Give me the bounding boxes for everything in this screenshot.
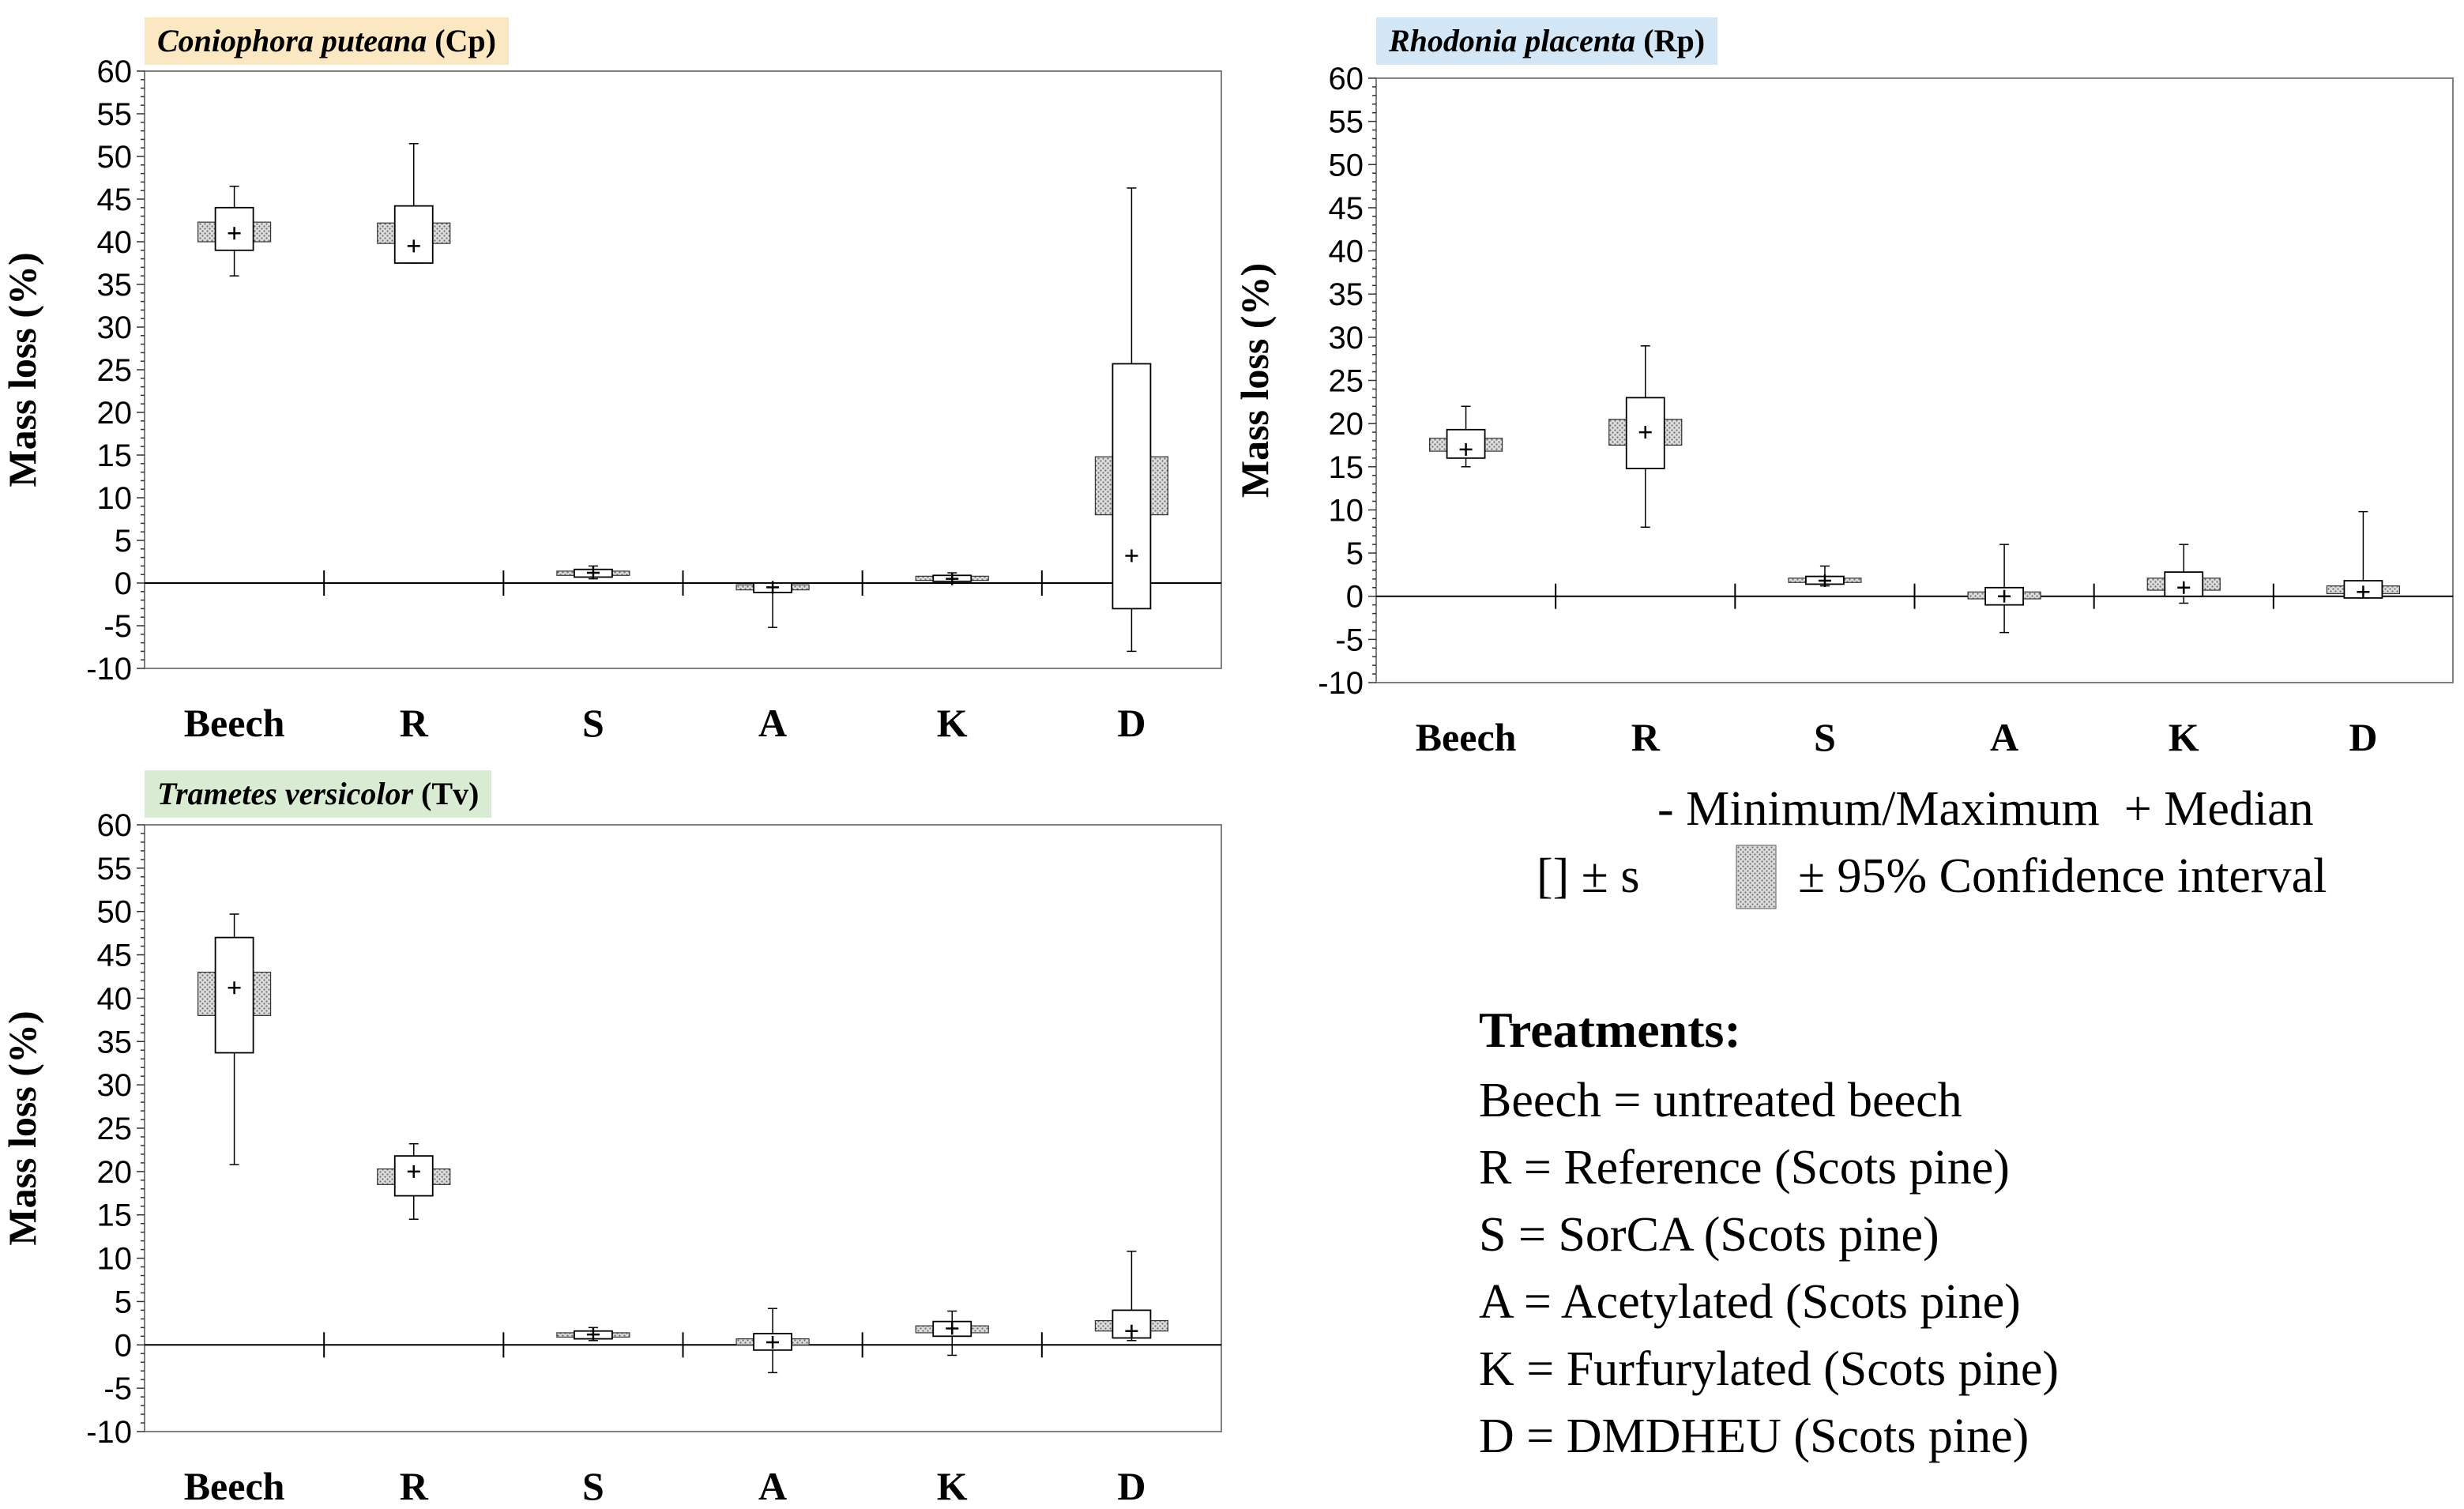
y-tick-label: 30 (97, 310, 133, 345)
chart-title-tv: Trametes versicolor (Tv) (145, 770, 492, 818)
chart-title-cp: Coniophora puteana (Cp) (145, 17, 509, 65)
treatment-item: R = Reference (Scots pine) (1479, 1141, 2010, 1195)
category-label: Beech (1416, 715, 1517, 759)
category-label: Beech (184, 701, 285, 745)
species-abbr: (Tv) (421, 776, 480, 811)
category-label: D (1117, 701, 1145, 745)
category-label: R (400, 1464, 429, 1508)
y-tick-label: 0 (1346, 580, 1364, 615)
y-tick-label: 40 (97, 225, 133, 260)
y-tick-label: 30 (97, 1068, 133, 1103)
y-tick-label: 10 (97, 1242, 133, 1277)
ci-legend-swatch (1736, 845, 1777, 909)
y-tick-label: 50 (97, 140, 133, 175)
sd-box (393, 205, 434, 264)
y-tick-label: 60 (97, 55, 133, 89)
species-abbr: (Cp) (434, 23, 496, 58)
y-tick-label: -10 (86, 1415, 132, 1450)
species-name: Trametes versicolor (157, 776, 414, 811)
y-tick-label: 10 (97, 481, 133, 516)
y-axis-label: Mass loss (%) (1232, 263, 1277, 498)
y-tick-label: 50 (97, 895, 133, 930)
y-tick-label: 15 (97, 438, 133, 473)
y-tick-label: -5 (103, 609, 132, 644)
legend-minmax: - Minimum/Maximum (1657, 782, 2100, 836)
legend-ci: ± 95% Confidence interval (1798, 849, 2327, 903)
y-tick-label: 0 (115, 566, 132, 601)
category-label: K (937, 1464, 968, 1508)
y-tick-label: -5 (1335, 623, 1364, 657)
y-tick-label: 0 (115, 1328, 132, 1363)
y-tick-label: 10 (1329, 493, 1364, 528)
y-tick-label: 5 (115, 524, 132, 559)
category-label: A (1990, 715, 2018, 759)
y-axis-label: Mass loss (%) (0, 252, 44, 487)
y-tick-label: 55 (1329, 105, 1364, 140)
y-tick-label: 15 (1329, 450, 1364, 485)
category-label: D (2349, 715, 2377, 759)
y-tick-label: 60 (1329, 62, 1364, 96)
y-tick-label: 20 (97, 396, 133, 431)
y-tick-label: -10 (1318, 666, 1364, 701)
y-tick-label: 45 (97, 939, 133, 973)
y-tick-label: 5 (115, 1285, 132, 1319)
treatment-item: A = Acetylated (Scots pine) (1479, 1275, 2021, 1329)
category-label: S (582, 1464, 604, 1508)
species-name: Rhodonia placenta (1389, 23, 1636, 58)
y-tick-label: 55 (97, 852, 133, 886)
y-tick-label: 60 (97, 808, 133, 843)
y-axis-label: Mass loss (%) (0, 1010, 44, 1245)
y-tick-label: 40 (1329, 235, 1364, 269)
y-tick-label: 45 (1329, 191, 1364, 226)
y-tick-label: 35 (97, 1025, 133, 1059)
category-label: S (582, 701, 604, 745)
category-label: A (758, 1464, 787, 1508)
y-tick-label: 15 (97, 1199, 133, 1233)
y-tick-label: 25 (97, 353, 133, 388)
y-tick-label: -5 (103, 1372, 132, 1406)
treatment-item: S = SorCA (Scots pine) (1479, 1208, 1939, 1262)
species-abbr: (Rp) (1643, 23, 1706, 58)
category-label: R (400, 701, 429, 745)
category-label: Beech (184, 1464, 285, 1508)
treatments-heading: Treatments: (1479, 1002, 1741, 1058)
chart-title-rp: Rhodonia placenta (Rp) (1376, 17, 1718, 65)
treatment-item: D = DMDHEU (Scots pine) (1479, 1409, 2030, 1463)
y-tick-label: 25 (1329, 364, 1364, 399)
y-tick-label: 35 (97, 268, 133, 303)
y-tick-label: 30 (1329, 321, 1364, 356)
y-tick-label: -10 (86, 652, 132, 687)
category-label: S (1814, 715, 1836, 759)
sd-box (214, 936, 254, 1054)
category-label: R (1631, 715, 1661, 759)
y-tick-label: 45 (97, 183, 133, 217)
treatment-item: Beech = untreated beech (1479, 1074, 1962, 1127)
treatment-item: K = Furfurylated (Scots pine) (1479, 1342, 2060, 1396)
legend-median: + Median (2124, 782, 2314, 836)
category-label: K (2169, 715, 2199, 759)
y-tick-label: 20 (1329, 407, 1364, 442)
legend-minmax-median: - Minimum/Maximum + Median (1657, 785, 2314, 834)
y-tick-label: 50 (1329, 148, 1364, 183)
category-label: K (937, 701, 968, 745)
legend-sd: [] ± s (1537, 849, 1640, 903)
species-name: Coniophora puteana (157, 23, 427, 58)
y-tick-label: 25 (97, 1112, 133, 1146)
y-tick-label: 35 (1329, 277, 1364, 312)
category-label: A (758, 701, 787, 745)
y-tick-label: 5 (1346, 536, 1364, 571)
y-tick-label: 20 (97, 1155, 133, 1190)
sd-box (1112, 363, 1152, 610)
y-tick-label: 40 (97, 981, 133, 1016)
category-label: D (1117, 1464, 1145, 1508)
y-tick-label: 55 (97, 97, 133, 132)
